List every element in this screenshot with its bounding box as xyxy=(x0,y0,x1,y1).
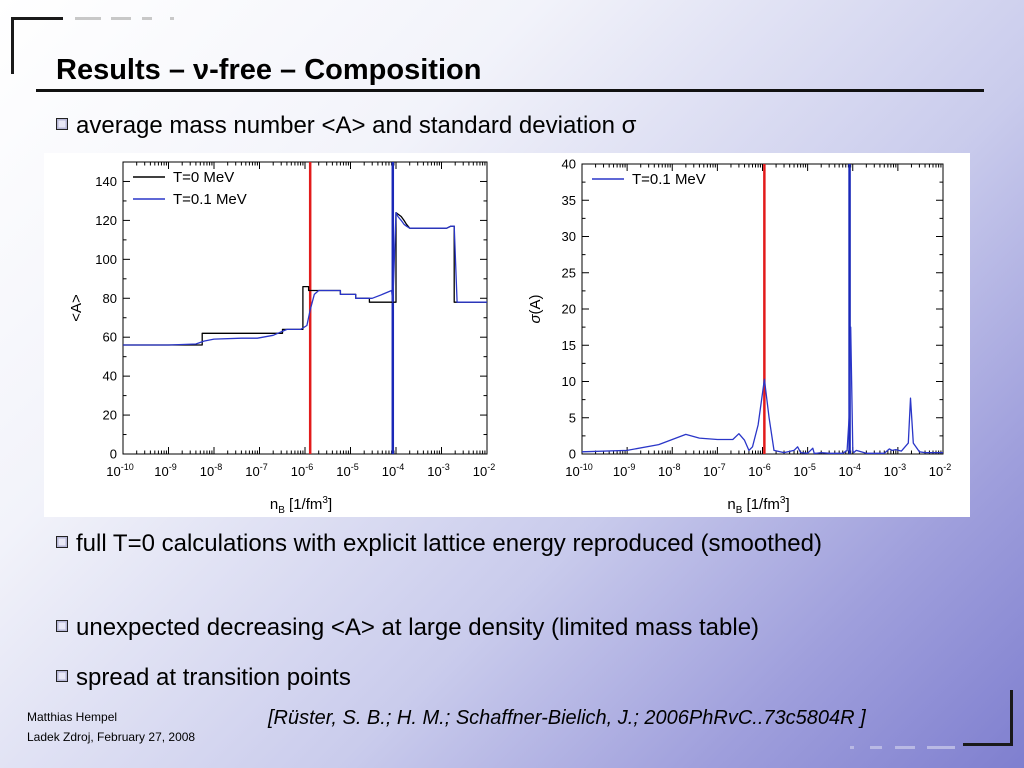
footer-author: Matthias Hempel xyxy=(27,710,118,724)
x-tick-label: 10-4 xyxy=(382,462,404,479)
y-tick-label: 80 xyxy=(103,291,117,306)
y-tick-label: 20 xyxy=(103,408,117,423)
square-bullet-icon xyxy=(56,536,68,548)
x-tick-label: 10-5 xyxy=(793,462,815,479)
x-axis-label: nB [1/fm3] xyxy=(727,495,789,516)
x-tick-label: 10-10 xyxy=(565,462,592,479)
plot-frame xyxy=(581,163,944,455)
bullet-item: full T=0 calculations with explicit latt… xyxy=(56,527,836,561)
decor-dash xyxy=(895,746,915,749)
x-tick-label: 10-2 xyxy=(473,462,495,479)
x-tick-label: 10-7 xyxy=(703,462,725,479)
y-tick-label: 30 xyxy=(562,229,576,244)
x-tick-label: 10-6 xyxy=(291,462,313,479)
bullet-text: spread at transition points xyxy=(76,664,351,691)
chart-standard-deviation: 10-10 10-9 10-8 10-7 10-6 10-5 10-4 10-3 10-2 0 5 1… xyxy=(527,157,951,517)
x-tick-label: 10-3 xyxy=(884,462,906,479)
y-tick-label: 60 xyxy=(103,330,117,345)
corner-frame-bottom-right-vertical xyxy=(1010,690,1013,746)
y-tick-label: 10 xyxy=(562,374,576,389)
y-axis-label: <A> xyxy=(68,294,85,322)
decor-dash xyxy=(870,746,882,749)
x-tick-label: 10-2 xyxy=(929,462,951,479)
figure-panel: 10-10 10-9 10-8 10-7 10-6 10-5 10-4 10-3 10-2 0 20… xyxy=(44,153,970,517)
x-tick-label: 10-3 xyxy=(427,462,449,479)
x-tick-label: 10-9 xyxy=(154,462,176,479)
x-tick-label: 10-10 xyxy=(106,462,133,479)
corner-frame-bottom-right-horizontal xyxy=(963,743,1013,746)
x-tick-label: 10-5 xyxy=(336,462,358,479)
y-tick-label: 120 xyxy=(95,213,117,228)
bullet-item: average mass number <A> and standard dev… xyxy=(56,112,636,140)
slide-title: Results – ν-free – Composition xyxy=(56,54,482,86)
bullet-text: unexpected decreasing <A> at large densi… xyxy=(76,614,760,641)
y-tick-label: 100 xyxy=(95,252,117,267)
x-tick-label: 10-9 xyxy=(613,462,635,479)
y-axis-label: σ(A) xyxy=(527,294,544,323)
bullet-item: unexpected decreasing <A> at large densi… xyxy=(56,614,759,642)
y-tick-label: 20 xyxy=(562,302,576,317)
bullet-text: full T=0 calculations with explicit latt… xyxy=(76,530,822,557)
x-tick-label: 10-6 xyxy=(748,462,770,479)
corner-frame-top-left-horizontal xyxy=(11,17,63,20)
series-line-t01 xyxy=(123,211,487,346)
x-axis-label: nB [1/fm3] xyxy=(270,495,332,516)
y-tick-label: 0 xyxy=(569,447,576,462)
bullet-item: spread at transition points xyxy=(56,664,351,692)
legend-entry: T=0.1 MeV xyxy=(632,171,706,188)
decor-dash xyxy=(170,17,174,20)
bullet-text: average mass number <A> and standard dev… xyxy=(76,112,637,139)
series-line-t0 xyxy=(123,211,487,346)
decor-dash xyxy=(927,746,955,749)
decor-dash xyxy=(111,17,131,20)
citation-reference: [Rüster, S. B.; H. M.; Schaffner-Bielich… xyxy=(268,707,866,729)
x-tick-label: 10-4 xyxy=(839,462,861,479)
decor-dash xyxy=(142,17,152,20)
y-tick-label: 40 xyxy=(103,369,117,384)
title-underline xyxy=(36,89,984,92)
y-tick-label: 15 xyxy=(562,338,576,353)
x-tick-label: 10-7 xyxy=(245,462,267,479)
y-tick-label: 40 xyxy=(562,157,576,172)
y-tick-label: 0 xyxy=(110,447,117,462)
y-tick-label: 5 xyxy=(569,410,576,425)
x-tick-label: 10-8 xyxy=(658,462,680,479)
square-bullet-icon xyxy=(56,118,68,130)
decor-dash xyxy=(75,17,101,20)
square-bullet-icon xyxy=(56,670,68,682)
footer-date-place: Ladek Zdroj, February 27, 2008 xyxy=(27,730,196,744)
y-tick-label: 25 xyxy=(562,265,576,280)
y-tick-label: 140 xyxy=(95,174,117,189)
y-tick-label: 35 xyxy=(562,193,576,208)
legend-entry: T=0.1 MeV xyxy=(173,191,247,208)
legend-entry: T=0 MeV xyxy=(173,169,234,186)
x-tick-label: 10-8 xyxy=(200,462,222,479)
square-bullet-icon xyxy=(56,620,68,632)
corner-frame-top-left-vertical xyxy=(11,17,14,74)
decor-dash xyxy=(850,746,854,749)
series-line-t01 xyxy=(581,326,943,454)
chart-mean-mass-number: 10-10 10-9 10-8 10-7 10-6 10-5 10-4 10-3 10-2 0 20… xyxy=(68,161,495,516)
